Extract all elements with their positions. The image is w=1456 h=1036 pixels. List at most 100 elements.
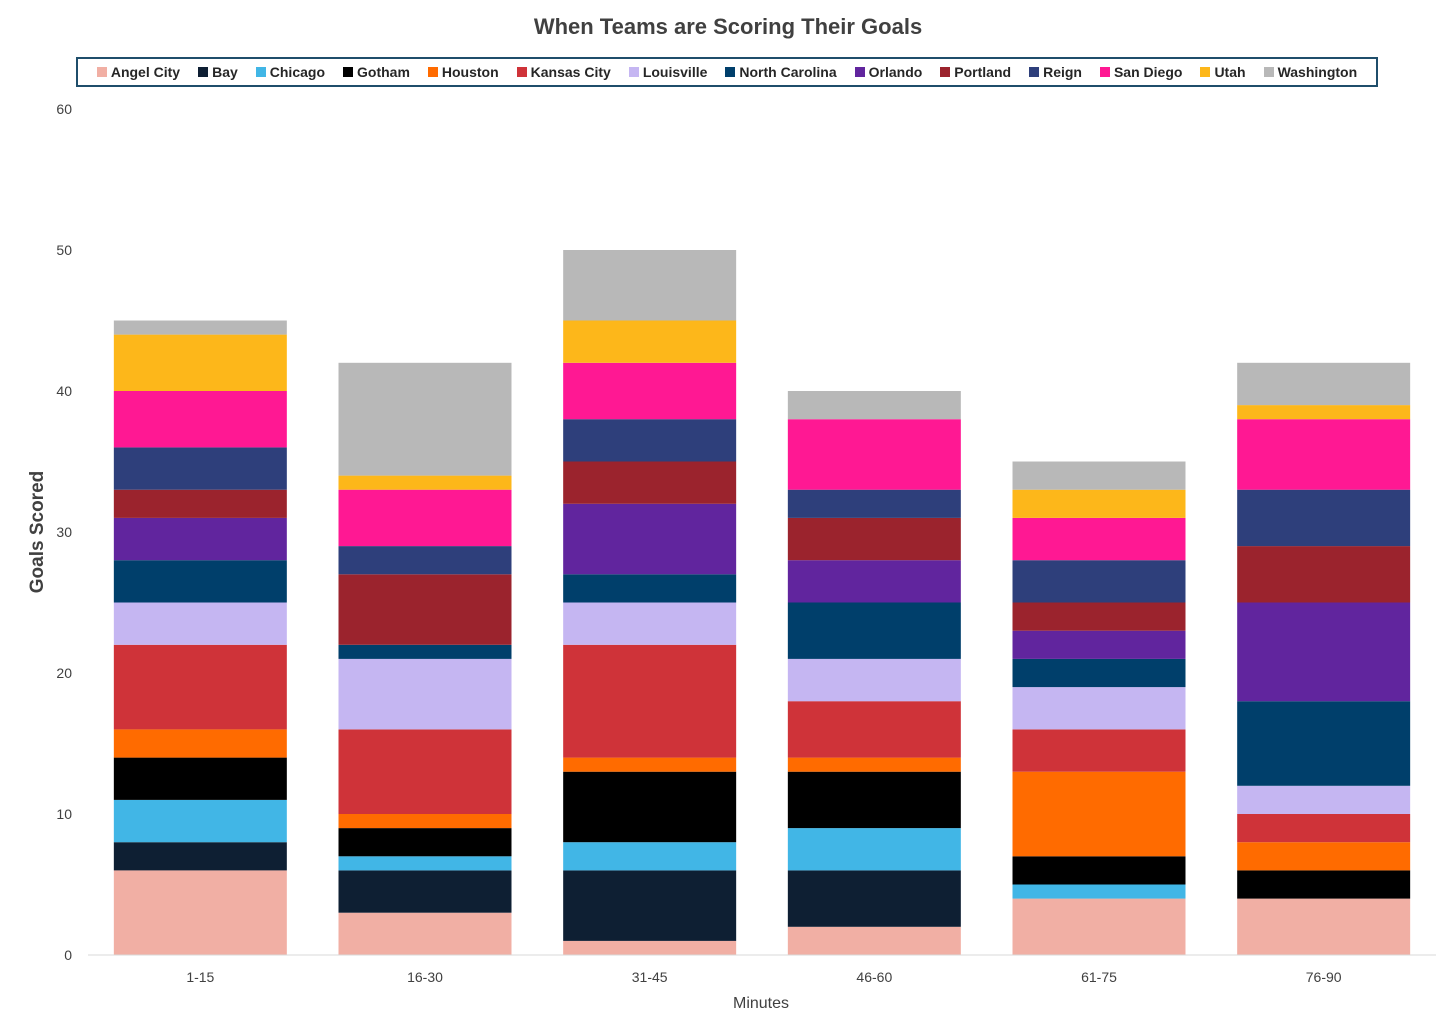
bar-segment xyxy=(338,870,512,913)
bar-segment xyxy=(338,912,512,955)
bar-segment xyxy=(563,771,737,843)
bar-segment xyxy=(113,560,287,603)
legend-label: Houston xyxy=(441,64,499,80)
bar-segment xyxy=(1237,489,1411,547)
bar-segment xyxy=(563,574,737,603)
bar-segment xyxy=(787,701,961,758)
bar-segment xyxy=(338,729,512,814)
bar-segment xyxy=(1237,362,1411,406)
legend-label: Washington xyxy=(1277,64,1358,80)
bar-segment xyxy=(1012,602,1186,631)
legend-item: North Carolina xyxy=(725,64,837,80)
legend-label: Kansas City xyxy=(530,64,611,80)
x-tick-label: 16-30 xyxy=(407,969,443,985)
bar-segment xyxy=(338,644,512,659)
bar-segment xyxy=(338,658,512,730)
legend-swatch xyxy=(1263,67,1274,77)
bar-segment xyxy=(113,447,287,490)
legend-label: Utah xyxy=(1214,64,1246,80)
bar-segment xyxy=(787,870,961,927)
legend-swatch xyxy=(854,67,865,77)
bar-segment xyxy=(338,574,512,645)
legend-swatch xyxy=(255,67,266,77)
bar-segment xyxy=(563,757,737,772)
y-tick-label: 50 xyxy=(56,242,72,258)
x-tick-label: 76-90 xyxy=(1306,969,1342,985)
legend-swatch xyxy=(940,67,951,77)
bar-segment xyxy=(1237,898,1411,955)
bar-segment xyxy=(787,391,961,420)
y-tick-label: 30 xyxy=(56,524,72,540)
bar-segment xyxy=(338,814,512,829)
legend-label: Louisville xyxy=(642,64,708,80)
bars xyxy=(113,250,1411,955)
y-tick-label: 40 xyxy=(56,383,72,399)
bar-segment xyxy=(338,828,512,857)
legend-swatch xyxy=(1200,67,1211,77)
y-tick-label: 20 xyxy=(56,665,72,681)
legend-item: Houston xyxy=(427,64,499,80)
bar-segment xyxy=(113,644,287,730)
legend-item: Orlando xyxy=(854,64,922,80)
bar-segment xyxy=(338,475,512,490)
bar-segment xyxy=(1012,461,1186,490)
bar-segment xyxy=(1012,489,1186,518)
bar-segment xyxy=(563,602,737,645)
bar-segment xyxy=(1012,856,1186,885)
bar-segment xyxy=(1012,630,1186,659)
bar-segment xyxy=(787,757,961,772)
bar-segment xyxy=(1237,814,1411,843)
bar-segment xyxy=(1237,546,1411,603)
x-axis-title: Minutes xyxy=(733,995,789,1012)
bar-segment xyxy=(113,729,287,758)
y-axis-ticks: 0 10 20 30 40 50 60 xyxy=(56,101,72,963)
legend-item: Bay xyxy=(198,64,238,80)
bar-segment xyxy=(113,391,287,448)
bar-segment xyxy=(1012,560,1186,603)
legend-label: North Carolina xyxy=(739,64,837,80)
x-axis-ticks: 1-15 16-30 31-45 46-60 61-75 76-90 xyxy=(186,969,1341,985)
legend-label: Chicago xyxy=(269,64,325,80)
bar-segment xyxy=(787,602,961,659)
bar-segment xyxy=(113,757,287,800)
bar-segment xyxy=(113,320,287,335)
bar-segment xyxy=(1237,419,1411,490)
x-tick-label: 61-75 xyxy=(1081,969,1117,985)
legend-swatch xyxy=(427,67,438,77)
legend-swatch xyxy=(725,67,736,77)
y-tick-label: 0 xyxy=(64,947,72,963)
bar-segment xyxy=(1012,898,1186,955)
legend-swatch xyxy=(1099,67,1110,77)
bar-segment xyxy=(563,250,737,321)
bar-segment xyxy=(1012,729,1186,772)
bar-segment xyxy=(338,362,512,476)
legend-item: Chicago xyxy=(255,64,325,80)
legend-item: Louisville xyxy=(628,64,708,80)
bar-segment xyxy=(563,503,737,575)
legend-swatch xyxy=(1029,67,1040,77)
bar-segment xyxy=(1237,602,1411,702)
bar-segment xyxy=(1012,658,1186,688)
bar-segment xyxy=(563,320,737,363)
bar-segment xyxy=(787,419,961,490)
bar-segment xyxy=(113,602,287,645)
bar-segment xyxy=(563,940,737,955)
bar-segment xyxy=(1237,701,1411,786)
legend-item: Utah xyxy=(1200,64,1246,80)
bar-segment xyxy=(563,362,737,420)
legend-item: Washington xyxy=(1263,64,1358,80)
bar-segment xyxy=(338,856,512,871)
legend-label: Bay xyxy=(212,64,238,80)
bar-segment xyxy=(1012,517,1186,561)
legend-label: San Diego xyxy=(1113,64,1183,80)
bar-segment xyxy=(1012,884,1186,899)
bar-segment xyxy=(787,926,961,955)
bar-segment xyxy=(787,489,961,518)
bar-segment xyxy=(113,870,287,955)
legend-item: Gotham xyxy=(343,64,410,80)
legend-swatch xyxy=(343,67,353,77)
bar-segment xyxy=(1237,870,1411,899)
bar-segment xyxy=(1237,785,1411,814)
bar-segment xyxy=(563,870,737,941)
